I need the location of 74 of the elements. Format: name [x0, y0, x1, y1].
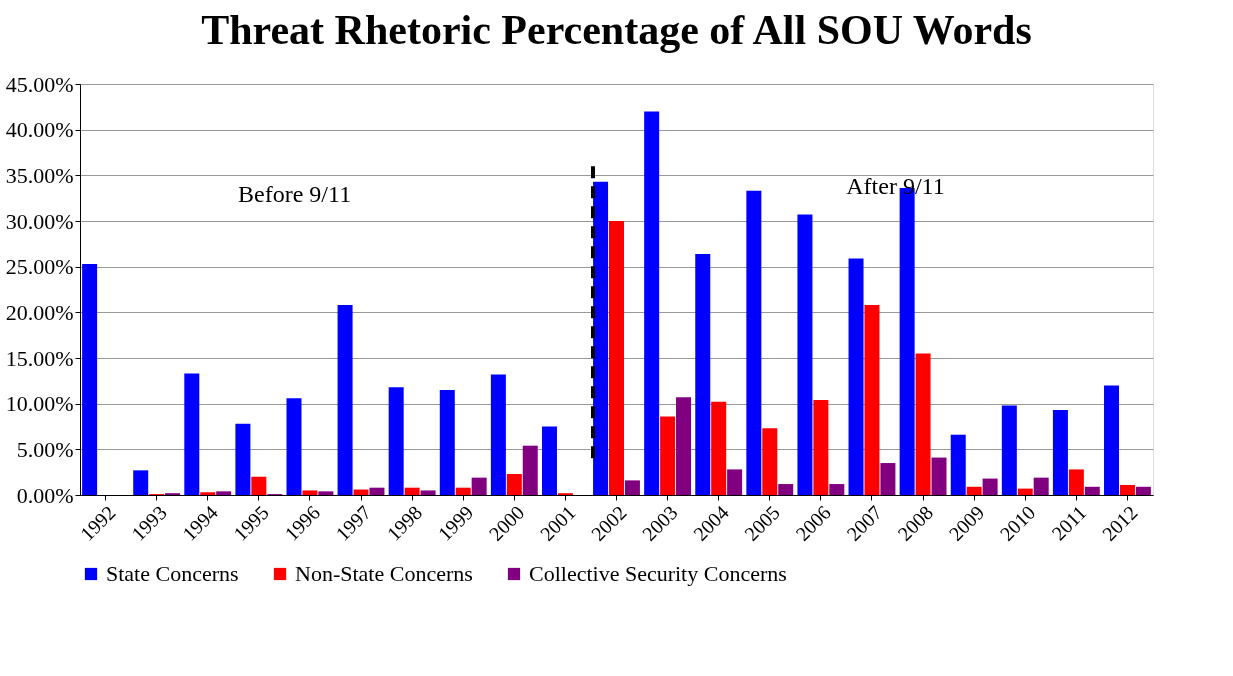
bar	[624, 480, 640, 495]
bar	[797, 214, 813, 495]
x-tick-label: 1993	[126, 501, 171, 545]
legend-label: State Concerns	[106, 561, 239, 586]
bar	[404, 487, 420, 495]
bar	[762, 428, 778, 495]
y-tick-label: 30.00%	[5, 208, 74, 234]
y-tick-label: 25.00%	[5, 254, 74, 280]
bar	[695, 253, 711, 495]
bar	[644, 111, 660, 495]
bar	[541, 426, 557, 495]
bar	[522, 445, 538, 495]
bar	[506, 473, 522, 495]
bar	[931, 457, 947, 495]
bar	[1033, 477, 1049, 495]
chart-title: Threat Rhetoric Percentage of All SOU Words	[201, 7, 1032, 53]
bar	[318, 491, 334, 495]
bar	[184, 373, 200, 495]
bar	[353, 489, 369, 495]
bar	[302, 490, 318, 495]
annotation: After 9/11	[846, 172, 945, 199]
bar	[1119, 484, 1135, 495]
legend-label: Collective Security Concerns	[529, 561, 787, 586]
bar	[251, 476, 267, 495]
y-tick-label: 35.00%	[5, 162, 74, 188]
bar	[286, 398, 302, 495]
bar	[1001, 405, 1017, 495]
bar	[490, 374, 506, 495]
bar	[1084, 486, 1100, 495]
bar	[660, 416, 676, 495]
bar	[471, 477, 487, 495]
bar	[1135, 486, 1151, 495]
bar	[746, 190, 762, 495]
bar	[1068, 469, 1084, 495]
bar	[915, 353, 931, 495]
bar	[609, 221, 624, 495]
bar	[1104, 385, 1120, 495]
bar	[455, 487, 471, 495]
bar	[880, 463, 896, 495]
bar	[1052, 410, 1068, 495]
bar	[982, 478, 998, 495]
y-tick-label: 0.00%	[16, 482, 74, 508]
y-tick-label: 15.00%	[5, 345, 74, 371]
bar	[235, 423, 251, 495]
x-tick-label: 1992	[75, 501, 120, 545]
bar	[439, 389, 455, 495]
y-tick-label: 45.00%	[5, 71, 74, 97]
legend-label: Non-State Concerns	[295, 561, 473, 586]
y-tick-label: 10.00%	[5, 391, 74, 417]
bar	[133, 470, 149, 495]
x-tick-label: 2011	[1047, 501, 1091, 545]
bar	[711, 401, 727, 495]
bar	[848, 258, 864, 495]
bar	[200, 492, 216, 495]
bar	[420, 490, 436, 495]
annotation: Before 9/11	[238, 180, 352, 207]
bar	[727, 469, 743, 495]
bar	[676, 397, 692, 495]
bar	[966, 486, 982, 495]
bar	[950, 434, 966, 495]
bar	[813, 400, 829, 495]
bar	[388, 387, 404, 495]
bar	[1017, 488, 1033, 495]
bar	[369, 487, 385, 495]
bar	[82, 263, 98, 495]
bar	[829, 484, 845, 495]
y-tick-label: 20.00%	[5, 299, 74, 325]
y-tick-label: 40.00%	[5, 117, 74, 143]
bar	[864, 305, 880, 495]
bar	[216, 491, 232, 495]
x-tick-label: 1999	[433, 501, 478, 545]
y-tick-label: 5.00%	[16, 436, 74, 462]
bar	[337, 305, 353, 495]
bar	[778, 484, 794, 495]
